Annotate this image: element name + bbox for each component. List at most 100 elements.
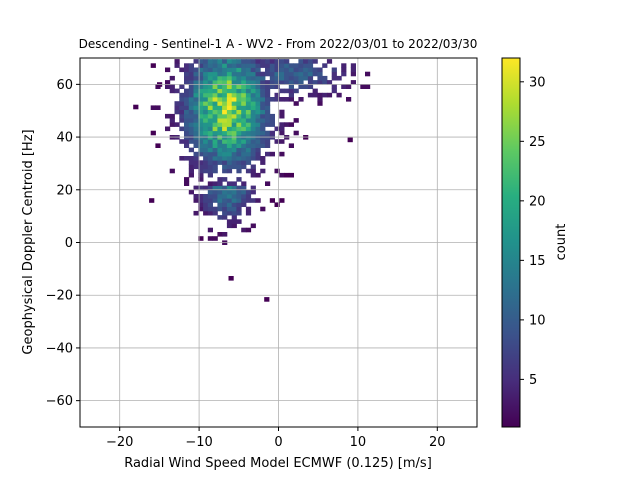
- heatmap-cell: [226, 168, 233, 174]
- heatmap-cell: [279, 59, 285, 64]
- heatmap-cell: [193, 185, 199, 191]
- heatmap-cell: [165, 126, 171, 132]
- heatmap-cell: [250, 126, 256, 132]
- heatmap-cell: [174, 105, 180, 110]
- heatmap-cell: [198, 143, 204, 148]
- heatmap-cell: [169, 84, 175, 89]
- heatmap-cell: [226, 147, 233, 153]
- heatmap-cell: [150, 105, 156, 110]
- heatmap-cell: [293, 63, 299, 68]
- heatmap-cell: [231, 181, 237, 186]
- heatmap-cell: [307, 80, 314, 85]
- heatmap-cell: [260, 92, 266, 98]
- heatmap-cell: [150, 63, 156, 68]
- heatmap-cell: [198, 88, 204, 94]
- heatmap-cell: [322, 92, 328, 98]
- heatmap-cell: [212, 147, 218, 153]
- y-tick-label: 60: [56, 78, 73, 93]
- heatmap-cell: [245, 113, 252, 119]
- heatmap-cell: [184, 143, 190, 148]
- heatmap-cell: [236, 143, 242, 148]
- heatmap-cell: [217, 109, 223, 115]
- heatmap-cell: [265, 181, 271, 186]
- heatmap-cell: [303, 71, 309, 77]
- heatmap-cell: [250, 92, 256, 98]
- heatmap-cell: [222, 75, 228, 81]
- heatmap-cell: [255, 97, 261, 102]
- heatmap-cell: [222, 151, 228, 157]
- heatmap-cell: [284, 172, 290, 178]
- heatmap-cell: [312, 67, 318, 73]
- heatmap-cell: [269, 122, 275, 127]
- heatmap-cell: [231, 122, 237, 127]
- heatmap-cell: [231, 67, 237, 73]
- heatmap-cell: [207, 88, 213, 94]
- heatmap-cell: [231, 194, 237, 199]
- heatmap-cell: [288, 97, 294, 102]
- heatmap-cell: [184, 109, 190, 115]
- heatmap-cell: [341, 67, 347, 73]
- heatmap-cell: [312, 92, 318, 98]
- heatmap-cell: [231, 147, 237, 153]
- heatmap-cell: [241, 113, 247, 119]
- heatmap-cell: [155, 105, 161, 110]
- colorbar-label: count: [554, 224, 569, 261]
- heatmap-cell: [231, 185, 237, 191]
- heatmap-cell: [279, 113, 285, 119]
- heatmap-cell: [193, 71, 199, 77]
- heatmap-cell: [260, 75, 266, 81]
- heatmap-cell: [198, 71, 204, 77]
- heatmap-cell: [226, 198, 233, 203]
- heatmap-cell: [241, 92, 247, 98]
- heatmap-cell: [222, 185, 228, 191]
- heatmap-cell: [222, 63, 228, 68]
- heatmap-cell: [231, 109, 237, 115]
- heatmap-cell: [265, 67, 271, 73]
- heatmap-cell: [265, 143, 271, 148]
- heatmap-cell: [207, 206, 213, 212]
- heatmap-cell: [279, 198, 285, 203]
- heatmap-cell: [198, 122, 204, 127]
- heatmap-cell: [222, 105, 228, 110]
- heatmap-cell: [231, 151, 237, 157]
- heatmap-cell: [203, 210, 209, 216]
- heatmap-cell: [274, 168, 280, 174]
- heatmap-cell: [188, 172, 194, 178]
- heatmap-cell: [217, 156, 223, 161]
- heatmap-cell: [284, 67, 290, 73]
- heatmap-cell: [198, 101, 204, 106]
- heatmap-cell: [241, 143, 247, 148]
- heatmap-cell: [184, 122, 190, 127]
- heatmap-cell: [228, 276, 234, 281]
- heatmap-cell: [133, 104, 139, 110]
- heatmap-cell: [269, 113, 275, 119]
- heatmap-cell: [207, 210, 213, 216]
- heatmap-cell: [269, 97, 275, 102]
- heatmap-cell: [241, 97, 247, 102]
- heatmap-cell: [193, 130, 199, 136]
- heatmap-cell: [184, 97, 190, 102]
- heatmap-cell: [198, 147, 204, 153]
- heatmap-cell: [245, 71, 252, 77]
- heatmap-cell: [193, 118, 199, 123]
- heatmap-cell: [226, 185, 233, 191]
- heatmap-cell: [255, 80, 261, 85]
- heatmap-cell: [203, 147, 209, 153]
- heatmap-cell: [279, 88, 285, 94]
- heatmap-cell: [226, 189, 233, 195]
- heatmap-cell: [241, 151, 247, 157]
- heatmap-cell: [231, 206, 237, 212]
- heatmap-cell: [212, 80, 218, 85]
- heatmap-cell: [198, 151, 204, 157]
- heatmap-cell: [265, 139, 271, 144]
- heatmap-cell: [250, 223, 256, 229]
- heatmap-cell: [245, 80, 252, 85]
- heatmap-cell: [203, 88, 209, 94]
- heatmap-cell: [179, 109, 185, 115]
- heatmap-cell: [207, 84, 213, 89]
- heatmap-cell: [245, 160, 252, 165]
- heatmap-cell: [274, 202, 280, 207]
- heatmap-cell: [255, 126, 261, 132]
- heatmap-cell: [203, 75, 209, 81]
- heatmap-cell: [265, 105, 271, 110]
